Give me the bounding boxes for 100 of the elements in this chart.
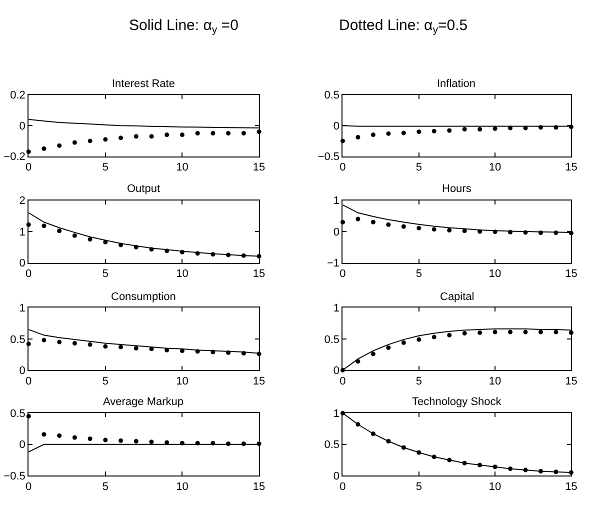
y-tick-label: 0 — [19, 258, 26, 270]
point — [72, 435, 77, 440]
point — [72, 233, 77, 238]
y-tick-label: 1 — [333, 302, 340, 315]
y-tick-label: 1 — [19, 302, 26, 315]
x-tick-label: 5 — [102, 480, 108, 493]
x-tick-label: 15 — [565, 268, 578, 280]
point — [370, 352, 376, 356]
point — [447, 458, 452, 462]
point — [401, 340, 406, 345]
x-tick-label: 5 — [416, 162, 422, 174]
point — [523, 330, 528, 334]
point — [492, 464, 498, 470]
point — [478, 462, 482, 468]
point — [508, 126, 513, 130]
point — [554, 470, 558, 474]
point — [356, 359, 360, 364]
point — [57, 433, 62, 438]
point — [370, 431, 376, 436]
point — [356, 216, 360, 222]
point — [478, 229, 482, 234]
point — [195, 349, 200, 354]
point — [401, 130, 406, 136]
chart-title: Inflation — [437, 78, 476, 90]
point — [210, 131, 216, 136]
chart-title: Output — [127, 183, 160, 195]
point — [416, 129, 422, 134]
point — [523, 230, 528, 235]
point — [508, 330, 513, 334]
point — [492, 126, 498, 131]
y-tick-label: 1 — [333, 195, 340, 208]
point — [164, 248, 170, 254]
point — [356, 135, 360, 140]
x-tick-label: 15 — [565, 480, 578, 493]
text: Solid Line: α$_{y}$ =0 — [129, 17, 238, 36]
point — [164, 132, 170, 138]
point — [523, 468, 528, 472]
point — [210, 252, 216, 257]
point — [226, 441, 231, 446]
point — [103, 137, 108, 142]
point — [195, 131, 200, 136]
point — [118, 438, 124, 443]
text: Dotted Line: α$_{y}$=0.5 — [339, 17, 468, 36]
point — [554, 330, 558, 334]
chart-title: Technology Shock — [412, 396, 502, 408]
point — [538, 125, 543, 130]
x-tick-label: 10 — [488, 268, 502, 280]
y-tick-label: 1 — [333, 408, 340, 420]
point — [432, 227, 436, 232]
point — [462, 331, 467, 336]
y-tick-label: 0 — [333, 226, 340, 238]
point — [57, 228, 62, 234]
point — [118, 344, 124, 350]
point — [88, 138, 92, 144]
point — [72, 341, 77, 346]
point — [88, 436, 92, 441]
y-tick-label: −0.5 — [318, 151, 340, 164]
point — [134, 346, 138, 351]
chart-title: Hours — [442, 183, 472, 195]
y-tick-label: 0 — [19, 120, 26, 132]
point — [447, 332, 452, 338]
chart-title: Average Markup — [103, 396, 184, 408]
point — [447, 228, 452, 233]
x-tick-label: 5 — [416, 268, 422, 280]
chart-title: Consumption — [111, 291, 176, 303]
point — [180, 348, 184, 354]
point — [432, 334, 436, 340]
point — [523, 126, 528, 130]
point — [164, 440, 170, 445]
point — [241, 253, 246, 258]
x-tick-label: 5 — [102, 375, 108, 388]
point — [134, 438, 138, 444]
x-tick-label: 10 — [488, 480, 502, 493]
point — [180, 250, 184, 254]
x-tick-label: 15 — [252, 375, 266, 388]
point — [149, 134, 154, 139]
y-tick-label: −1 — [326, 258, 340, 270]
point — [554, 125, 558, 130]
chart-title: Interest Rate — [112, 78, 175, 90]
y-tick-label: 0 — [333, 470, 340, 482]
y-tick-label: 0.5 — [10, 408, 26, 420]
point — [42, 432, 46, 437]
point — [42, 338, 46, 342]
point — [538, 230, 543, 236]
point — [241, 351, 246, 356]
point — [386, 438, 391, 444]
y-tick-label: 0.5 — [324, 334, 340, 346]
x-tick-label: 10 — [176, 375, 188, 388]
x-tick-label: 10 — [176, 480, 188, 493]
y-tick-label: 0.2 — [10, 90, 26, 102]
point — [42, 146, 46, 151]
x-tick-label: 10 — [488, 375, 502, 388]
point — [492, 330, 498, 334]
point — [118, 242, 124, 248]
point — [478, 330, 482, 335]
point — [241, 131, 246, 136]
x-tick-label: 5 — [416, 375, 422, 388]
point — [226, 131, 231, 136]
point — [57, 143, 62, 148]
x-tick-label: 5 — [416, 480, 422, 493]
